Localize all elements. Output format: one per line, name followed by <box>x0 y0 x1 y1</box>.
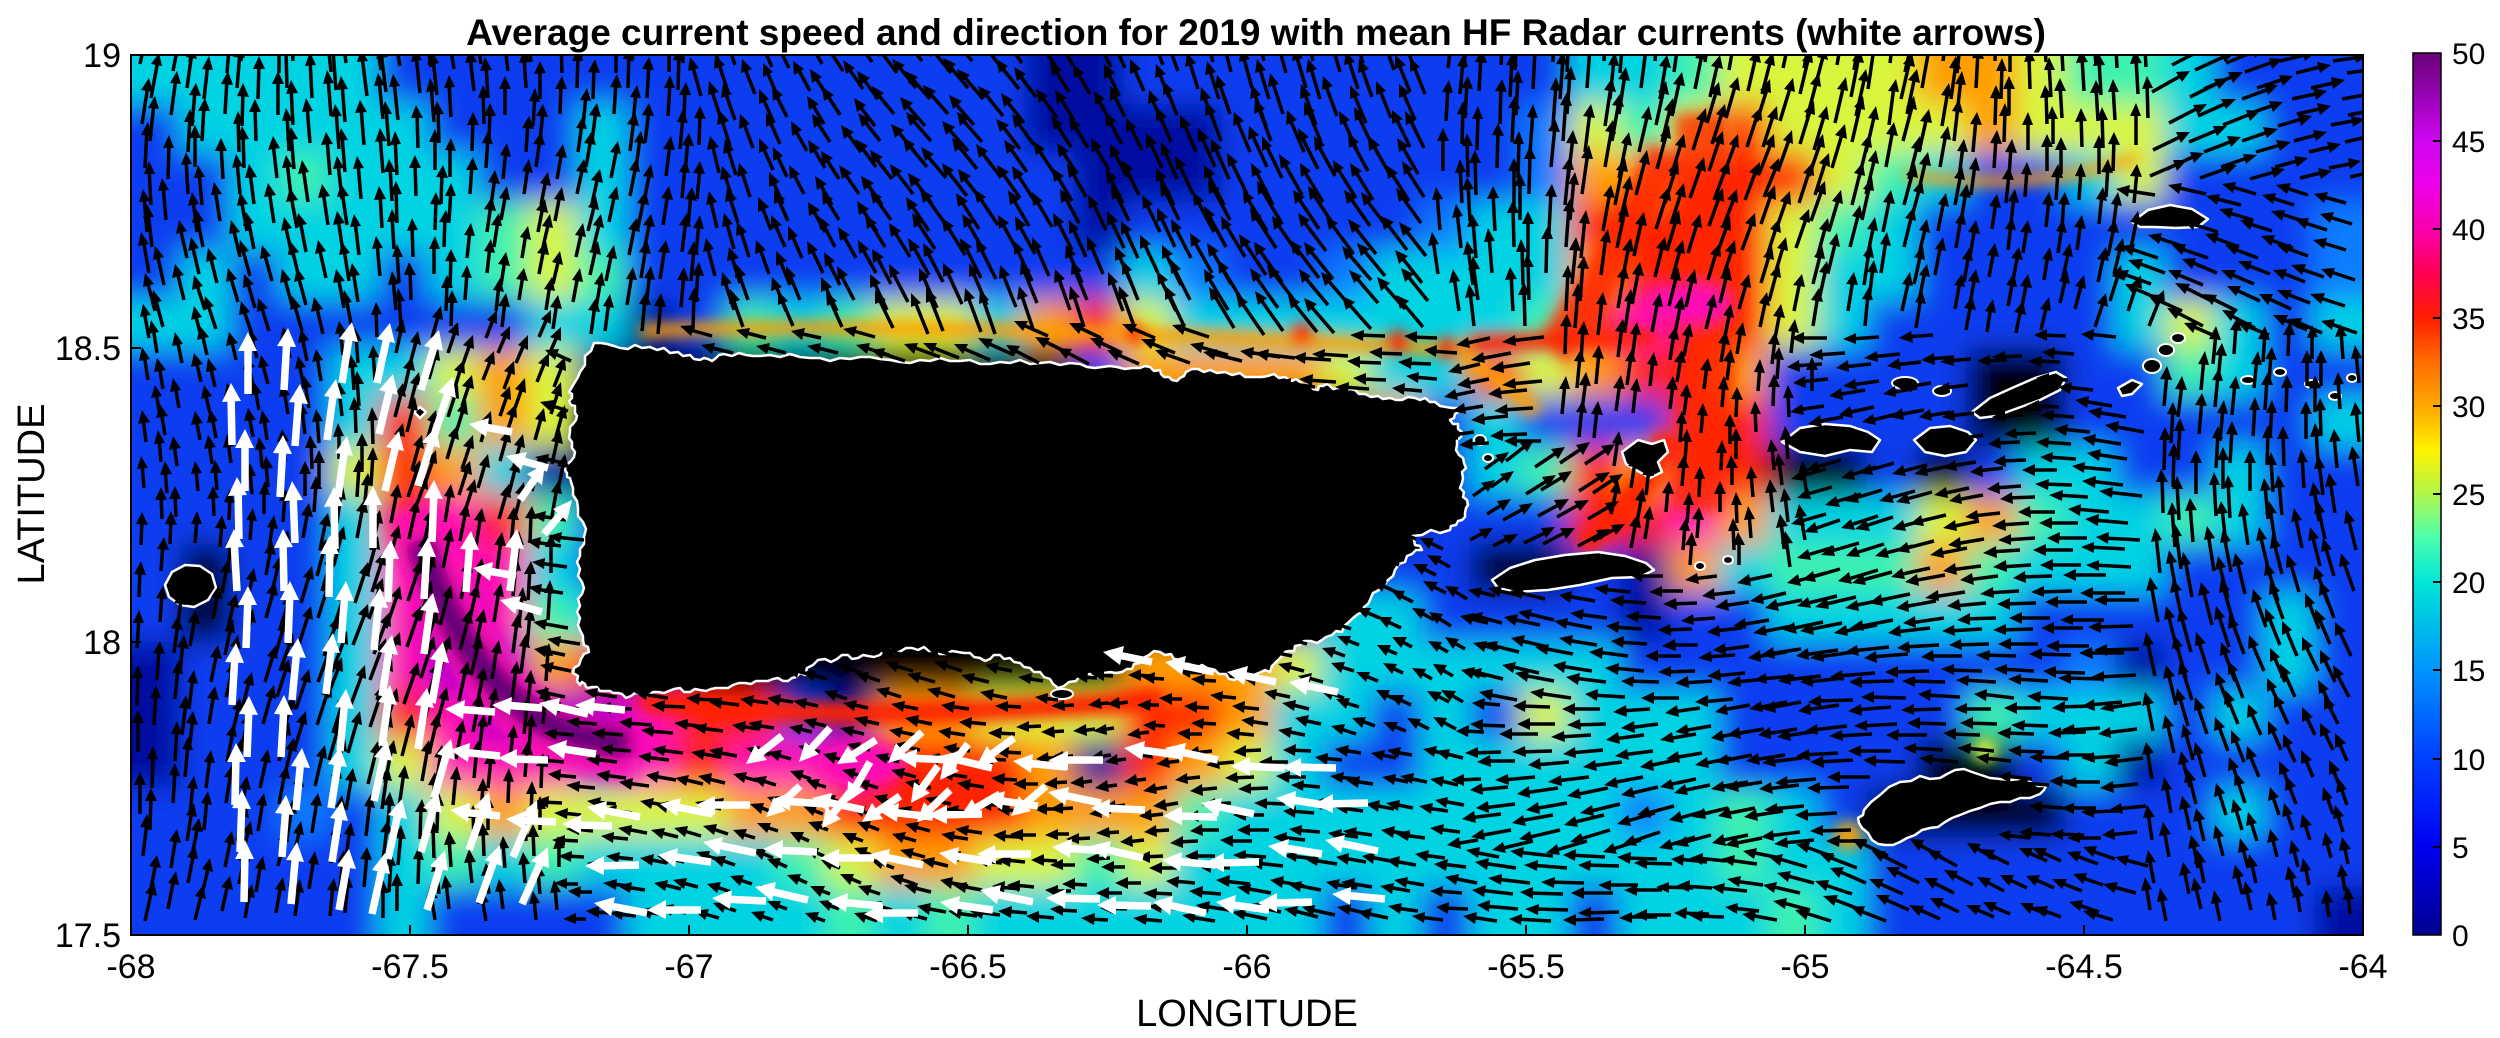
svg-text:-66.5: -66.5 <box>929 948 1007 986</box>
svg-text:20: 20 <box>2452 567 2485 600</box>
svg-text:40: 40 <box>2452 214 2485 247</box>
svg-text:35: 35 <box>2452 303 2485 336</box>
svg-text:-68: -68 <box>106 948 155 986</box>
svg-text:18.5: 18.5 <box>55 330 121 368</box>
svg-text:-64: -64 <box>2338 948 2387 986</box>
svg-text:15: 15 <box>2452 655 2485 688</box>
svg-text:LATITUDE: LATITUDE <box>11 404 53 585</box>
svg-text:50: 50 <box>2452 38 2485 71</box>
svg-text:LONGITUDE: LONGITUDE <box>1136 993 1358 1035</box>
svg-text:45: 45 <box>2452 126 2485 159</box>
svg-text:0: 0 <box>2452 920 2469 953</box>
svg-text:25: 25 <box>2452 479 2485 512</box>
svg-text:-67: -67 <box>664 948 713 986</box>
svg-text:-67.5: -67.5 <box>371 948 449 986</box>
svg-text:19: 19 <box>83 37 121 75</box>
svg-text:5: 5 <box>2452 832 2469 865</box>
svg-text:-64.5: -64.5 <box>2045 948 2123 986</box>
svg-text:30: 30 <box>2452 391 2485 424</box>
svg-text:Average current speed and dire: Average current speed and direction for … <box>466 12 2046 53</box>
svg-text:18: 18 <box>83 624 121 662</box>
svg-text:-65.5: -65.5 <box>1487 948 1565 986</box>
svg-text:17.5: 17.5 <box>55 917 121 955</box>
svg-text:-65: -65 <box>1780 948 1829 986</box>
svg-text:-66: -66 <box>1222 948 1271 986</box>
svg-text:10: 10 <box>2452 744 2485 777</box>
